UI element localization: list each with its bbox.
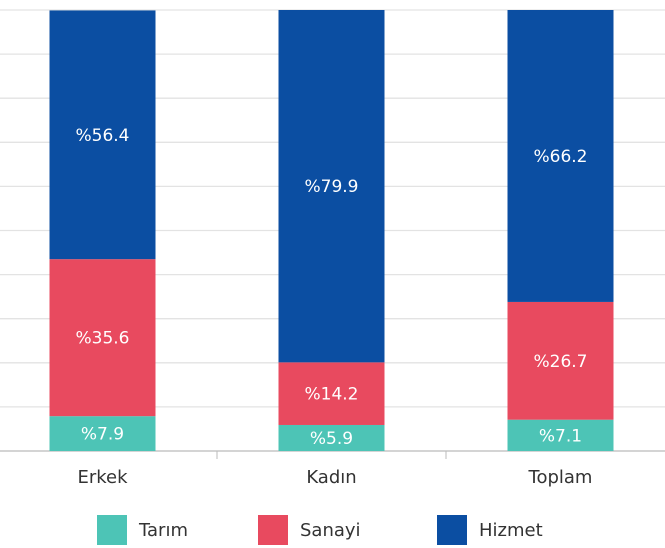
bar-segment xyxy=(507,301,614,420)
legend-swatch xyxy=(258,515,288,545)
bar-segment xyxy=(278,424,385,451)
x-tick-label: Kadın xyxy=(306,467,356,488)
bar-segment xyxy=(278,362,385,425)
data-label: %14.2 xyxy=(304,385,358,405)
legend-swatch xyxy=(437,515,467,545)
data-label: %79.9 xyxy=(304,177,358,197)
bar-segment xyxy=(507,419,614,451)
bar-segment xyxy=(278,10,385,363)
bar-segment xyxy=(49,10,156,260)
x-tick-label: Toplam xyxy=(528,467,593,488)
data-label: %35.6 xyxy=(75,329,129,349)
x-tick-label: Erkek xyxy=(77,467,128,488)
data-label: %7.9 xyxy=(81,425,124,445)
legend-label: Sanayi xyxy=(300,520,361,541)
legend-label: Hizmet xyxy=(479,520,543,541)
legend-swatch xyxy=(97,515,127,545)
bar-segment xyxy=(49,416,156,451)
bar-segment xyxy=(507,10,614,302)
bar-segment xyxy=(49,259,156,417)
data-label: %7.1 xyxy=(539,426,582,446)
legend-label: Tarım xyxy=(138,520,188,541)
data-label: %66.2 xyxy=(533,147,587,167)
data-label: %5.9 xyxy=(310,429,353,449)
data-label: %26.7 xyxy=(533,352,587,372)
data-label: %56.4 xyxy=(75,126,129,146)
